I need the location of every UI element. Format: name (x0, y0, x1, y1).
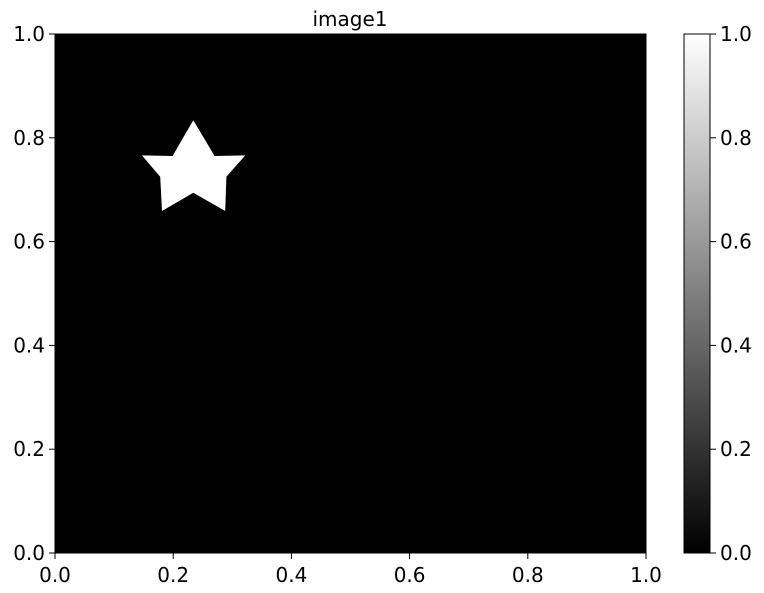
colorbar-tick-label: 0.6 (720, 230, 752, 254)
y-axis: 0.0 0.2 0.4 0.6 0.8 1.0 (13, 22, 55, 565)
x-tick-label: 0.0 (39, 563, 71, 587)
colorbar-tick-label: 0.2 (720, 437, 752, 461)
x-tick-label: 0.2 (157, 563, 189, 587)
y-tick-label: 0.0 (13, 541, 45, 565)
colorbar-tick-label: 0.4 (720, 333, 752, 357)
y-tick-label: 0.6 (13, 230, 45, 254)
x-tick-label: 0.8 (512, 563, 544, 587)
y-tick-label: 0.2 (13, 437, 45, 461)
plot-area (55, 34, 646, 553)
colorbar-axis: 0.0 0.2 0.4 0.6 0.8 1.0 (710, 22, 752, 565)
x-tick-label: 1.0 (630, 563, 662, 587)
y-tick-label: 0.8 (13, 126, 45, 150)
y-tick-label: 0.4 (13, 333, 45, 357)
plot-frame (54, 33, 647, 554)
x-tick-label: 0.4 (275, 563, 307, 587)
colorbar-tick-label: 1.0 (720, 22, 752, 46)
chart-title: image1 (312, 7, 387, 31)
colorbar-tick-label: 0.0 (720, 541, 752, 565)
x-tick-label: 0.6 (394, 563, 426, 587)
star-shape (141, 120, 246, 211)
colorbar (683, 33, 711, 554)
y-tick-label: 1.0 (13, 22, 45, 46)
x-axis: 0.0 0.2 0.4 0.6 0.8 1.0 (39, 553, 662, 587)
colorbar-tick-label: 0.8 (720, 126, 752, 150)
